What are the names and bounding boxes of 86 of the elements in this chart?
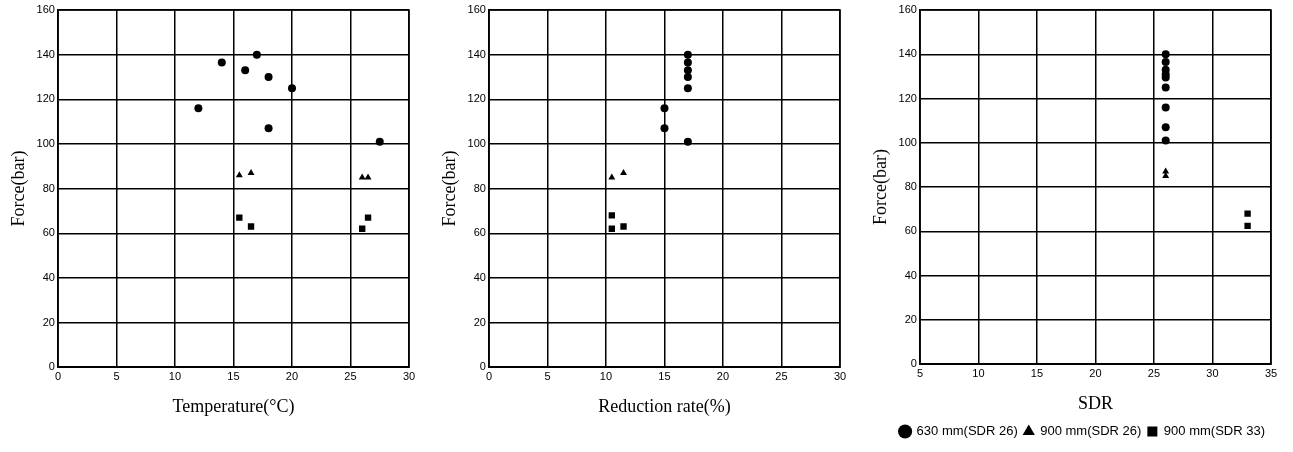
y-tick-label: 40 (42, 270, 55, 283)
y-tick-label: 0 (910, 357, 917, 370)
x-tick-label: 15 (658, 369, 671, 382)
point (264, 124, 273, 133)
point (252, 50, 261, 59)
point (247, 168, 255, 175)
y-tick-label: 20 (473, 315, 486, 328)
point (287, 84, 296, 93)
point (683, 84, 692, 93)
point (235, 171, 243, 178)
x-axis-title: Temperature(°C) (172, 395, 295, 417)
point (608, 212, 615, 219)
x-tick-label: 20 (716, 369, 730, 382)
legend-label: 630 mm(SDR 26) (916, 423, 1018, 439)
x-axis-title: SDR (1077, 392, 1113, 413)
y-tick-label: 140 (36, 47, 55, 60)
x-tick-label: 15 (1030, 366, 1044, 379)
x-tick-label: 30 (1206, 366, 1219, 379)
point (620, 223, 627, 230)
point (247, 223, 255, 230)
y-axis-title: Force(bar) (438, 150, 460, 227)
legend-label: 900 mm(SDR 26) (1040, 423, 1142, 439)
y-tick-label: 40 (473, 270, 486, 283)
y-tick-label: 80 (904, 180, 917, 193)
x-tick-label: 15 (227, 369, 240, 382)
y-tick-label: 20 (904, 312, 917, 325)
y-tick-label: 100 (36, 136, 55, 149)
point (364, 214, 372, 221)
x-tick-label: 10 (599, 369, 613, 382)
y-tick-label: 100 (898, 135, 917, 148)
x-tick-label: 20 (1089, 366, 1102, 379)
x-tick-label: 30 (402, 369, 416, 382)
y-tick-label: 160 (36, 3, 55, 16)
y-tick-label: 120 (898, 91, 917, 104)
point (660, 104, 669, 113)
point (241, 66, 250, 75)
x-tick-label: 25 (775, 369, 788, 382)
y-tick-label: 140 (467, 47, 486, 60)
point (1161, 123, 1170, 132)
y-tick-label: 60 (42, 226, 55, 239)
point (236, 214, 243, 221)
y-tick-label: 20 (42, 315, 55, 328)
x-tick-label: 10 (972, 366, 985, 379)
point (683, 66, 692, 75)
point (375, 137, 384, 146)
point (1161, 136, 1170, 145)
point (660, 124, 669, 133)
x-tick-label: 30 (833, 369, 847, 382)
point (1161, 103, 1170, 112)
point (683, 72, 692, 81)
point (620, 168, 627, 175)
y-tick-label: 40 (904, 268, 917, 281)
point (1161, 83, 1170, 92)
x-tick-label: 10 (168, 369, 182, 382)
x-tick-label: 25 (344, 369, 357, 382)
point (217, 58, 226, 67)
point (683, 137, 692, 146)
legend-label: 900 mm(SDR 33) (1163, 423, 1265, 439)
x-tick-label: 5 (916, 366, 924, 379)
y-tick-label: 60 (473, 226, 486, 239)
y-tick-label: 120 (467, 92, 486, 105)
y-tick-label: 100 (467, 136, 486, 149)
point (1244, 222, 1251, 230)
point (1161, 58, 1170, 67)
point (1161, 50, 1170, 59)
point (1162, 172, 1170, 179)
y-tick-label: 140 (898, 47, 917, 60)
x-tick-label: 5 (113, 369, 120, 382)
point (683, 58, 692, 67)
y-tick-label: 80 (473, 181, 486, 194)
x-tick-label: 5 (544, 369, 551, 382)
y-axis-title: Force(bar) (869, 149, 891, 226)
x-tick-label: 25 (1147, 366, 1161, 379)
y-tick-label: 160 (898, 3, 917, 16)
y-tick-label: 160 (467, 3, 486, 16)
point (264, 72, 273, 81)
y-tick-label: 120 (36, 92, 55, 105)
point (194, 104, 203, 113)
y-tick-label: 60 (904, 224, 917, 237)
point (683, 50, 692, 59)
x-tick-label: 20 (285, 369, 299, 382)
y-tick-label: 80 (42, 181, 55, 194)
x-tick-label: 35 (1264, 366, 1278, 379)
y-axis-title: Force(bar) (7, 150, 29, 227)
x-axis-title: Reduction rate(%) (598, 395, 731, 417)
point (1244, 210, 1251, 217)
